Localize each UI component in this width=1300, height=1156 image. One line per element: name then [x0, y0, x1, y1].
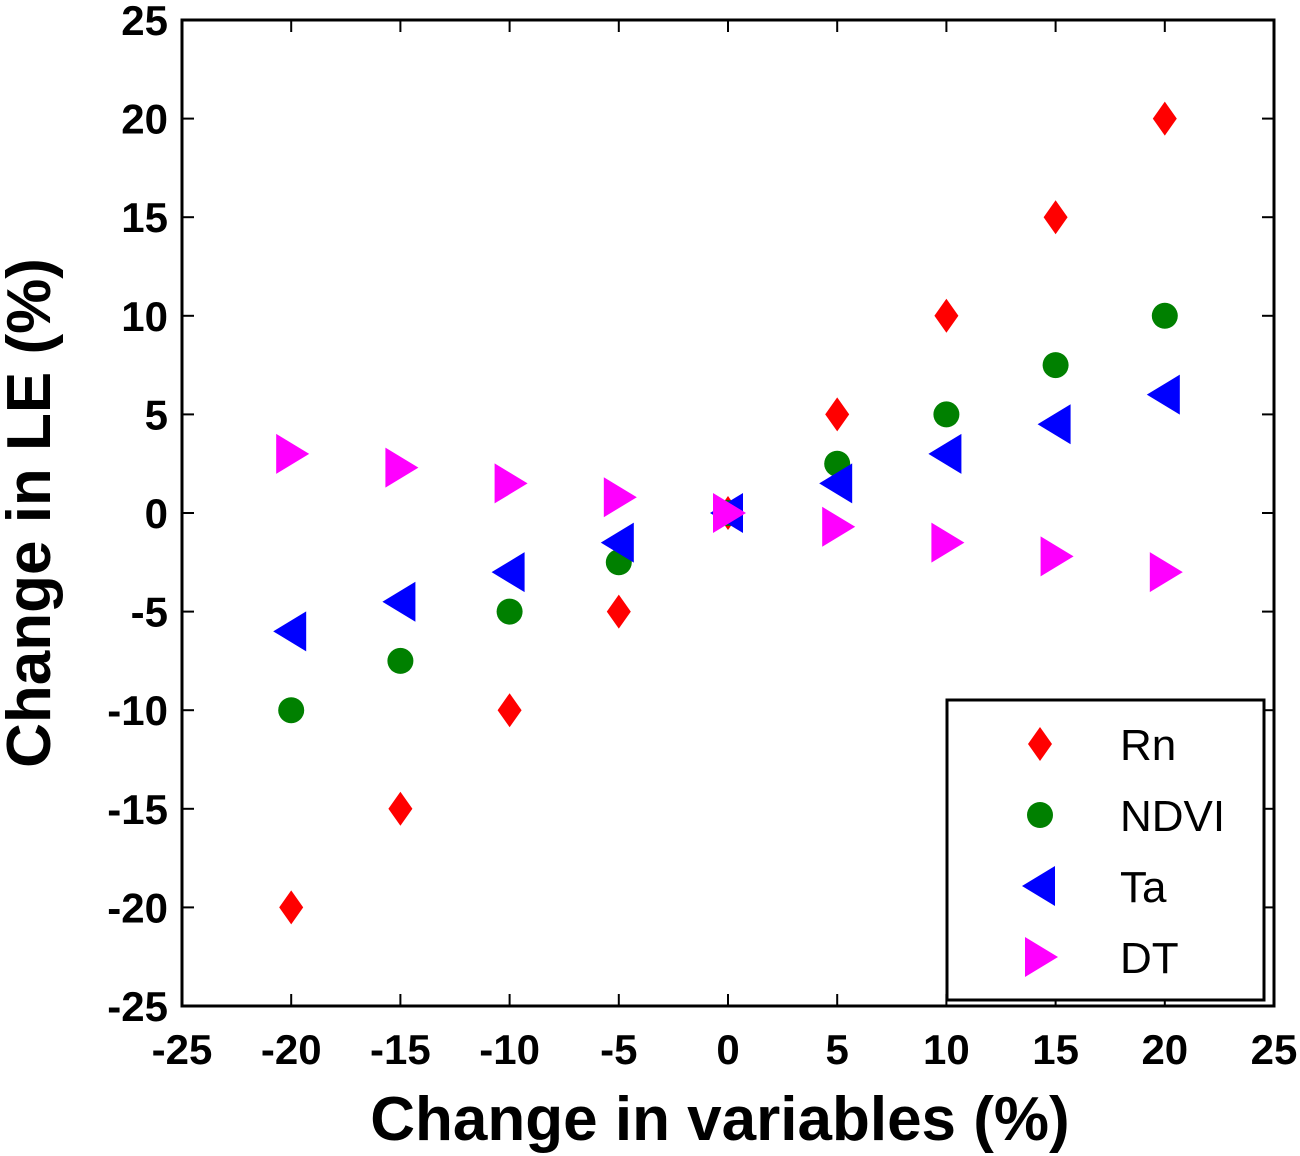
legend-label-ta: Ta — [1120, 863, 1167, 912]
point-dt — [822, 506, 856, 547]
legend-marker-dt — [1025, 937, 1058, 977]
x-tick-label: 10 — [923, 1026, 970, 1073]
y-axis-title: Change in LE (%) — [0, 258, 64, 768]
legend-label-rn: Rn — [1120, 721, 1176, 770]
legend-label-dt: DT — [1120, 934, 1179, 983]
legend-label-ndvi: NDVI — [1120, 792, 1225, 841]
point-rn — [279, 890, 304, 925]
point-dt — [603, 477, 637, 518]
legend-marker-ta — [1022, 866, 1055, 906]
point-ta — [1037, 404, 1071, 445]
series-dt — [276, 433, 1183, 593]
point-ndvi — [933, 401, 960, 428]
point-rn — [388, 791, 413, 826]
point-ta — [273, 611, 307, 652]
legend: Rn NDVI Ta DT — [945, 698, 1266, 1002]
y-tick-label: -25 — [107, 983, 168, 1030]
x-axis-title: Change in variables (%) — [370, 1085, 1069, 1154]
x-tick-label: -25 — [152, 1026, 213, 1073]
point-ndvi — [496, 598, 523, 625]
y-tick-label: -10 — [107, 687, 168, 734]
y-tick-label: 20 — [121, 96, 168, 143]
legend-box — [945, 698, 1266, 1002]
y-tick-label: -20 — [107, 884, 168, 931]
x-tick-label: 25 — [1251, 1026, 1298, 1073]
point-rn — [1043, 200, 1068, 235]
x-tick-label: 20 — [1141, 1026, 1188, 1073]
point-dt — [931, 522, 965, 563]
legend-marker-ndvi — [1027, 802, 1053, 828]
point-dt — [713, 493, 746, 533]
x-tick-label: -15 — [370, 1026, 431, 1073]
y-tick-label: 5 — [145, 391, 168, 438]
point-dt — [1040, 536, 1074, 577]
point-ndvi — [1151, 302, 1178, 329]
legend-marker-rn — [1028, 727, 1052, 761]
point-ta — [1146, 374, 1180, 415]
x-tick-label: -5 — [600, 1026, 637, 1073]
point-dt — [494, 463, 528, 504]
x-tick-label: 5 — [826, 1026, 849, 1073]
x-tick-label: 15 — [1032, 1026, 1079, 1073]
point-ndvi — [1042, 352, 1069, 379]
point-rn — [825, 397, 850, 432]
point-rn — [934, 298, 959, 333]
y-tick-label: 0 — [145, 490, 168, 537]
point-ta — [928, 433, 962, 474]
x-tick-label: -20 — [261, 1026, 322, 1073]
point-ta — [382, 581, 416, 622]
point-dt — [276, 433, 310, 474]
point-ta — [600, 522, 634, 563]
point-dt — [385, 447, 419, 488]
y-tick-label: -15 — [107, 786, 168, 833]
axis-ticks: -25 -20 -15 -10 -5 0 5 10 15 20 25 -25 -20 -15 -10 -5 0 5… — [107, 0, 1297, 1073]
point-ndvi — [387, 647, 414, 674]
data-points — [273, 101, 1183, 925]
y-tick-label: 10 — [121, 293, 168, 340]
x-tick-label: -10 — [479, 1026, 540, 1073]
point-dt — [1149, 552, 1183, 593]
point-rn — [1152, 101, 1177, 136]
point-ta — [819, 463, 853, 504]
y-tick-label: 25 — [121, 0, 168, 44]
point-ndvi — [278, 697, 305, 724]
y-tick-label: 15 — [121, 194, 168, 241]
x-tick-label: 0 — [716, 1026, 739, 1073]
point-rn — [497, 693, 522, 728]
y-tick-label: -5 — [131, 589, 168, 636]
point-rn — [606, 594, 631, 629]
plot-frame — [180, 18, 1276, 1008]
point-ta — [491, 552, 525, 593]
